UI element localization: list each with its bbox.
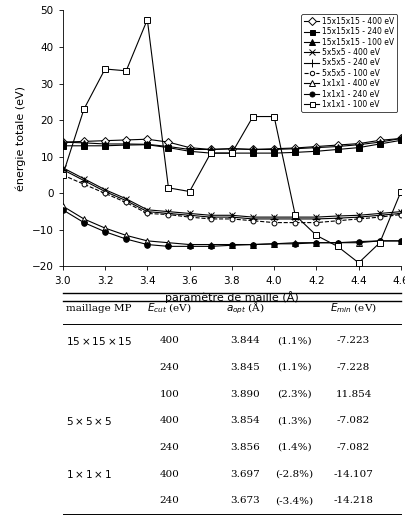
Text: 3.854: 3.854 xyxy=(230,416,260,425)
Text: 400: 400 xyxy=(159,336,179,345)
Text: -14.107: -14.107 xyxy=(334,470,373,478)
Text: (1.1%): (1.1%) xyxy=(277,336,312,345)
Text: -7.082: -7.082 xyxy=(337,416,370,425)
Text: -7.082: -7.082 xyxy=(337,443,370,452)
Text: (-3.4%): (-3.4%) xyxy=(275,496,313,505)
Text: 400: 400 xyxy=(159,416,179,425)
Text: 240: 240 xyxy=(159,363,179,372)
X-axis label: paramètre de maille (Å): paramètre de maille (Å) xyxy=(165,291,299,303)
Text: 11.854: 11.854 xyxy=(335,390,372,399)
Text: $a_{opt}$ (Å): $a_{opt}$ (Å) xyxy=(226,301,265,316)
Text: 400: 400 xyxy=(159,470,179,478)
Text: -14.218: -14.218 xyxy=(334,496,373,505)
Text: 240: 240 xyxy=(159,443,179,452)
Y-axis label: énergie totale (eV): énergie totale (eV) xyxy=(16,86,26,191)
Text: 3.844: 3.844 xyxy=(230,336,260,345)
Text: 240: 240 xyxy=(159,496,179,505)
Text: (-2.8%): (-2.8%) xyxy=(275,470,313,478)
Text: (1.1%): (1.1%) xyxy=(277,363,312,372)
Text: maillage MP: maillage MP xyxy=(66,304,132,313)
Text: -7.228: -7.228 xyxy=(337,363,370,372)
Text: 100: 100 xyxy=(159,390,179,399)
Text: 3.890: 3.890 xyxy=(230,390,260,399)
Text: (1.4%): (1.4%) xyxy=(277,443,312,452)
Text: $E_{cut}$ (eV): $E_{cut}$ (eV) xyxy=(147,302,192,315)
Text: (1.3%): (1.3%) xyxy=(277,416,312,425)
Text: $5\times5\times5$: $5\times5\times5$ xyxy=(66,414,113,427)
Text: $1\times1\times1$: $1\times1\times1$ xyxy=(66,468,113,480)
Text: 3.856: 3.856 xyxy=(230,443,260,452)
Text: 3.845: 3.845 xyxy=(230,363,260,372)
Text: $15\times15\times15$: $15\times15\times15$ xyxy=(66,335,132,347)
Text: $E_{min}$ (eV): $E_{min}$ (eV) xyxy=(330,302,377,315)
Text: -7.223: -7.223 xyxy=(337,336,370,345)
Text: 3.673: 3.673 xyxy=(230,496,260,505)
Text: 3.697: 3.697 xyxy=(230,470,260,478)
Legend: 15x15x15 - 400 eV, 15x15x15 - 240 eV, 15x15x15 - 100 eV, 5x5x5 - 400 eV, 5x5x5 -: 15x15x15 - 400 eV, 15x15x15 - 240 eV, 15… xyxy=(301,14,397,112)
Text: (2.3%): (2.3%) xyxy=(277,390,312,399)
